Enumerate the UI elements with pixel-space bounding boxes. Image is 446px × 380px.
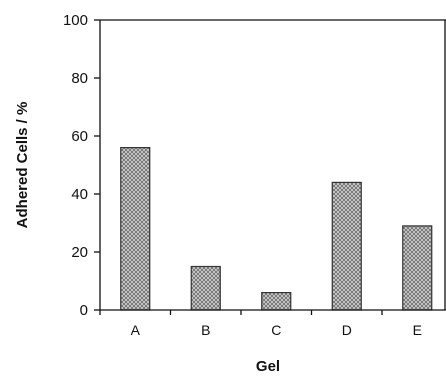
bar-b bbox=[190, 265, 221, 311]
y-axis-title: Adhered Cells / % bbox=[14, 102, 31, 229]
bar-a bbox=[120, 147, 151, 311]
y-tick-label: 0 bbox=[80, 302, 88, 319]
bar-e bbox=[402, 225, 433, 311]
x-tick-label: B bbox=[201, 322, 210, 338]
x-ticks-group: A B C D E bbox=[99, 310, 422, 338]
bar-d bbox=[331, 181, 362, 311]
x-tick-label: D bbox=[342, 322, 352, 338]
x-tick-label: E bbox=[413, 322, 422, 338]
y-tick-label: 100 bbox=[63, 12, 88, 29]
y-tick-label: 40 bbox=[71, 186, 88, 203]
y-tick-label: 20 bbox=[71, 244, 88, 261]
axes-group bbox=[99, 19, 446, 311]
y-tick-label: 60 bbox=[71, 128, 88, 145]
y-ticks-group: 0 20 40 60 80 100 bbox=[63, 12, 100, 319]
bar-c bbox=[261, 292, 292, 311]
x-axis-title: Gel bbox=[256, 358, 280, 375]
bars-group bbox=[120, 147, 433, 311]
x-tick-label: A bbox=[131, 322, 141, 338]
y-tick-label: 80 bbox=[71, 70, 88, 87]
x-tick-label: C bbox=[271, 322, 281, 338]
